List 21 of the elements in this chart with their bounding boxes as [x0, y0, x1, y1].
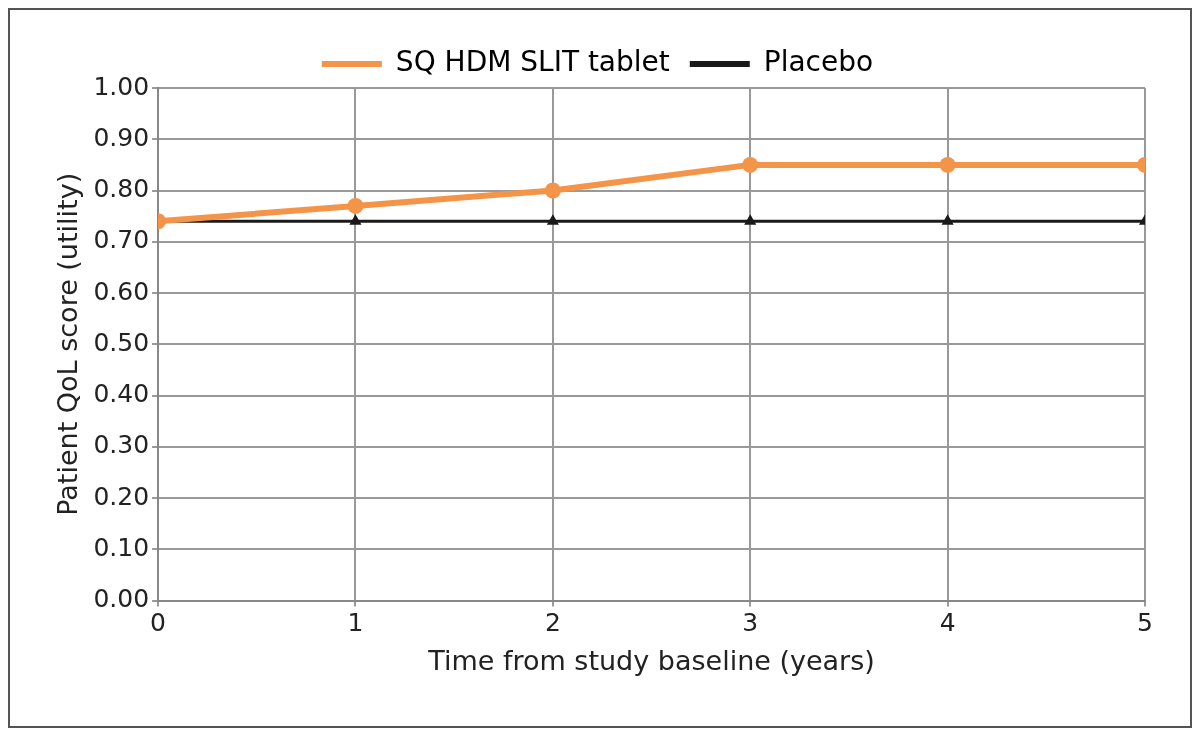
y-axis-title: Patient QoL score (utility) — [52, 172, 84, 516]
y-tick-label: 0.90 — [93, 122, 150, 152]
x-tick-label: 5 — [1137, 608, 1153, 638]
x-tick-label: 0 — [150, 608, 167, 638]
x-tick-label: 3 — [742, 608, 759, 638]
legend-label: SQ HDM SLIT tablet — [395, 45, 670, 79]
x-tick-label: 1 — [347, 608, 364, 638]
y-tick-label: 0.40 — [93, 379, 150, 409]
y-tick-label: 0.10 — [93, 532, 150, 562]
x-tick-label: 4 — [939, 608, 956, 638]
y-tick-label: 0.80 — [93, 174, 150, 204]
y-tick-label: 0.70 — [93, 225, 150, 255]
y-tick-label: 0.00 — [93, 584, 150, 614]
x-axis-title: Time from study baseline (years) — [427, 644, 875, 676]
y-tick-label: 0.50 — [93, 327, 150, 357]
x-tick-label: 2 — [544, 608, 561, 638]
legend-label: Placebo — [763, 45, 874, 79]
y-tick-label: 0.20 — [93, 481, 150, 511]
y-tick-label: 1.00 — [93, 71, 150, 101]
y-tick-label: 0.30 — [93, 430, 150, 460]
y-tick-label: 0.60 — [93, 276, 150, 306]
